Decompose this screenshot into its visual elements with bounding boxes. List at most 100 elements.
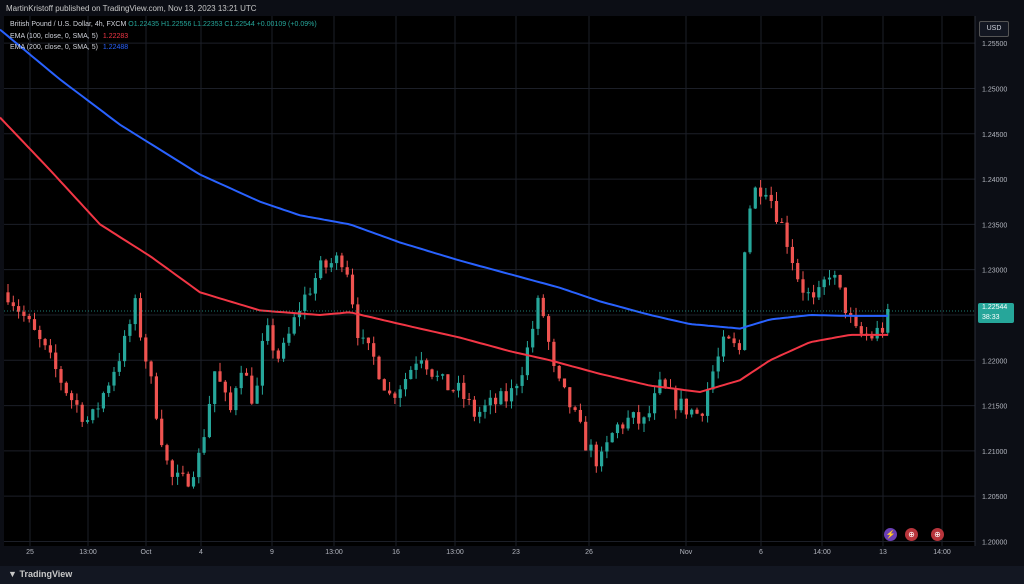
candle-down	[880, 327, 885, 333]
candle-up	[287, 333, 291, 343]
tv-icon: ▼	[8, 569, 17, 579]
candle-up	[191, 477, 196, 487]
x-tick-label: 4	[199, 549, 203, 556]
candle-up	[128, 324, 132, 336]
candle-down	[382, 379, 386, 391]
candle-up	[112, 371, 116, 386]
candle-down	[54, 352, 58, 370]
candle-down	[430, 369, 434, 377]
candle-up	[753, 187, 757, 209]
candle-up	[748, 208, 752, 253]
candle-down	[340, 255, 344, 268]
candle-up	[478, 411, 482, 417]
y-tick-label: 1.20000	[982, 539, 1007, 546]
candle-up	[822, 279, 826, 288]
candle-down	[568, 387, 572, 408]
candle-up	[409, 369, 413, 380]
candle-down	[11, 302, 15, 307]
candle-down	[584, 421, 588, 451]
candle-down	[759, 187, 763, 197]
candle-up	[690, 409, 694, 415]
candle-up	[600, 451, 604, 467]
candle-up	[653, 393, 657, 414]
y-tick-label: 1.25000	[982, 86, 1007, 93]
candle-up	[133, 298, 137, 325]
candle-up	[313, 278, 317, 294]
symbol-name: British Pound / U.S. Dollar, 4h, FXCM	[10, 21, 127, 28]
candle-down	[388, 390, 392, 394]
candle-up	[610, 433, 614, 443]
candle-up	[202, 437, 206, 453]
candle-down	[244, 372, 249, 376]
flag-icon-2[interactable]: ⊕	[931, 528, 944, 541]
candle-down	[366, 337, 370, 344]
candle-up	[329, 263, 333, 268]
last-price: 1.22544	[982, 304, 1008, 311]
candle-up	[266, 325, 270, 341]
candle-up	[817, 287, 821, 298]
candle-down	[870, 335, 874, 339]
x-tick-label: 16	[392, 549, 400, 556]
ema200-legend[interactable]: EMA (200, close, 0, SMA, 5) 1.22488	[10, 44, 128, 51]
brand-text: TradingView	[19, 569, 73, 579]
candle-down	[271, 325, 275, 351]
y-tick-label: 1.23500	[982, 222, 1007, 229]
candle-up	[833, 274, 837, 278]
y-tick-label: 1.22000	[982, 358, 1007, 365]
candle-up	[706, 389, 710, 416]
x-tick-label: Oct	[141, 549, 152, 556]
lightning-icon[interactable]: ⚡	[884, 528, 897, 541]
candle-up	[96, 408, 100, 410]
candle-up	[117, 361, 121, 372]
candle-down	[229, 392, 233, 411]
y-tick-label: 1.25500	[982, 41, 1007, 48]
candle-down	[462, 382, 466, 399]
ema100-label: EMA (100, close, 0, SMA, 5)	[10, 33, 98, 40]
tradingview-logo[interactable]: ▼ TradingView	[8, 569, 72, 579]
candle-up	[101, 393, 105, 409]
flag-icon-1[interactable]: ⊕	[905, 528, 918, 541]
symbol-legend: British Pound / U.S. Dollar, 4h, FXCM O1…	[10, 21, 317, 28]
candle-up	[91, 409, 95, 421]
candle-down	[48, 345, 52, 353]
candle-down	[154, 376, 158, 419]
candle-down	[674, 388, 678, 411]
y-tick-label: 1.24500	[982, 132, 1007, 139]
x-tick-label: 13:00	[79, 549, 97, 556]
candle-down	[350, 274, 355, 305]
candle-up	[483, 405, 487, 412]
candle-down	[849, 313, 853, 316]
x-tick-label: 14:00	[813, 549, 831, 556]
candle-down	[59, 369, 63, 383]
x-tick-label: Nov	[680, 549, 693, 556]
candle-up	[260, 340, 264, 386]
candle-down	[737, 343, 741, 350]
candle-up	[308, 293, 312, 295]
candle-down	[186, 473, 190, 487]
candle-down	[75, 400, 79, 405]
candle-down	[345, 267, 349, 275]
ohlc-values: O1.22435 H1.22556 L1.22353 C1.22544 +0.0…	[128, 21, 317, 28]
candle-down	[32, 319, 37, 330]
currency-button[interactable]: USD	[979, 21, 1009, 37]
candle-down	[684, 398, 688, 415]
candle-up	[631, 412, 635, 418]
ema200-line	[0, 28, 888, 330]
x-tick-label: 25	[26, 549, 34, 556]
candle-up	[361, 337, 365, 339]
candle-up	[239, 372, 243, 389]
candle-down	[80, 404, 84, 422]
candle-down	[324, 260, 328, 268]
candle-down	[451, 390, 455, 392]
candle-up	[303, 294, 307, 312]
candle-down	[727, 336, 731, 339]
candle-up	[827, 277, 832, 280]
candle-up	[711, 371, 715, 390]
candle-down	[854, 315, 858, 327]
candle-up	[441, 374, 445, 376]
candle-down	[573, 407, 577, 410]
candle-up	[398, 389, 402, 398]
ema100-legend[interactable]: EMA (100, close, 0, SMA, 5) 1.22283	[10, 33, 128, 40]
candle-down	[504, 391, 508, 402]
